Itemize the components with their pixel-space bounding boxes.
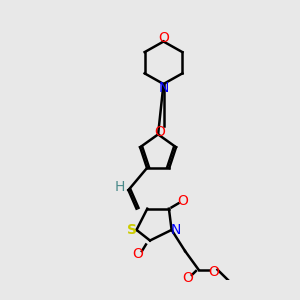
Text: O: O bbox=[177, 194, 188, 208]
Text: O: O bbox=[132, 247, 143, 261]
Text: H: H bbox=[115, 181, 125, 194]
Text: N: N bbox=[158, 81, 169, 95]
Text: O: O bbox=[182, 271, 193, 285]
Text: O: O bbox=[208, 266, 219, 279]
Text: S: S bbox=[128, 223, 137, 237]
Text: N: N bbox=[170, 223, 181, 237]
Text: O: O bbox=[154, 125, 165, 139]
Text: O: O bbox=[158, 31, 169, 45]
